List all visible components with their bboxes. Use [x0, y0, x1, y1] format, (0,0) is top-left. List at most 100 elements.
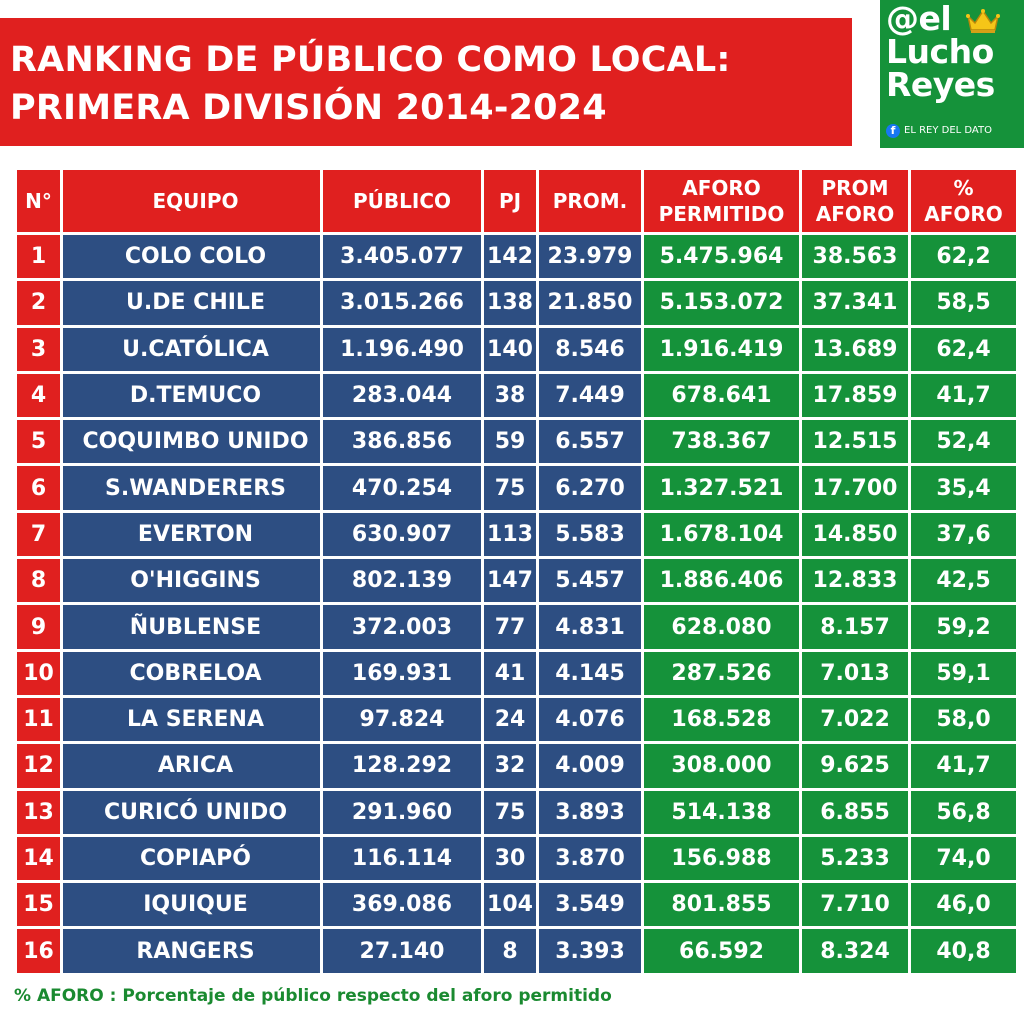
capacity-cell: 628.080	[644, 605, 799, 649]
capacity-cell: 1.886.406	[644, 559, 799, 603]
header-team: EQUIPO	[63, 170, 320, 232]
avg-capacity-cell: 17.700	[802, 466, 908, 510]
header-pct: % AFORO	[911, 170, 1016, 232]
team-cell: LA SERENA	[63, 697, 320, 742]
capacity-cell: 66.592	[644, 929, 799, 973]
table-row: 1 COLO COLO 3.405.077 142 23.979 5.475.964 38.…	[17, 235, 1016, 279]
pct-cell: 58,5	[911, 281, 1016, 325]
pj-cell: 24	[484, 697, 536, 742]
rank-cell: 10	[17, 651, 60, 695]
public-cell: 116.114	[323, 836, 481, 881]
team-cell: ARICA	[63, 744, 320, 788]
capacity-cell: 678.641	[644, 373, 799, 418]
rank-cell: 2	[17, 281, 60, 325]
table-row: 9 ÑUBLENSE 372.003 77 4.831 628.080 8.157 59,2	[17, 605, 1016, 649]
pct-cell: 56,8	[911, 790, 1016, 834]
avg-capacity-cell: 13.689	[802, 327, 908, 371]
table-row: 16 RANGERS 27.140 8 3.393 66.592 8.324 40,8	[17, 929, 1016, 973]
pj-cell: 142	[484, 235, 536, 279]
pj-cell: 41	[484, 651, 536, 695]
team-cell: COPIAPÓ	[63, 836, 320, 881]
public-cell: 97.824	[323, 697, 481, 742]
crown-icon	[966, 9, 1000, 33]
pct-cell: 52,4	[911, 420, 1016, 464]
capacity-cell: 308.000	[644, 744, 799, 788]
avg-capacity-cell: 7.022	[802, 697, 908, 742]
team-cell: CURICÓ UNIDO	[63, 790, 320, 834]
team-cell: ÑUBLENSE	[63, 605, 320, 649]
avg-cell: 5.583	[539, 512, 641, 557]
header-pct-line-2: AFORO	[924, 202, 1003, 226]
avg-capacity-cell: 5.233	[802, 836, 908, 881]
table-header-row: N° EQUIPO PÚBLICO PJ PROM. AFORO PERMITI…	[17, 170, 1016, 232]
team-cell: COQUIMBO UNIDO	[63, 420, 320, 464]
avg-capacity-cell: 38.563	[802, 235, 908, 279]
avg-capacity-cell: 6.855	[802, 790, 908, 834]
rank-cell: 6	[17, 466, 60, 510]
public-cell: 372.003	[323, 605, 481, 649]
rank-cell: 15	[17, 883, 60, 927]
avg-cell: 8.546	[539, 327, 641, 371]
capacity-cell: 168.528	[644, 697, 799, 742]
brand-logo: @el Lucho Reyes f EL REY DEL DATO	[880, 0, 1024, 148]
team-cell: U.CATÓLICA	[63, 327, 320, 371]
team-cell: U.DE CHILE	[63, 281, 320, 325]
pct-cell: 37,6	[911, 512, 1016, 557]
avg-capacity-cell: 12.833	[802, 559, 908, 603]
facebook-icon: f	[886, 124, 900, 138]
table-row: 6 S.WANDERERS 470.254 75 6.270 1.327.521 17.70…	[17, 466, 1016, 510]
pct-cell: 74,0	[911, 836, 1016, 881]
rank-cell: 14	[17, 836, 60, 881]
team-cell: EVERTON	[63, 512, 320, 557]
header-public: PÚBLICO	[323, 170, 481, 232]
avg-cell: 4.831	[539, 605, 641, 649]
ranking-table: N° EQUIPO PÚBLICO PJ PROM. AFORO PERMITI…	[14, 167, 1019, 976]
capacity-cell: 1.678.104	[644, 512, 799, 557]
capacity-cell: 801.855	[644, 883, 799, 927]
header-avg: PROM.	[539, 170, 641, 232]
header-capacity-line-1: AFORO	[682, 176, 761, 200]
table-row: 3 U.CATÓLICA 1.196.490 140 8.546 1.916.419 13.…	[17, 327, 1016, 371]
avg-cell: 4.009	[539, 744, 641, 788]
title-line-1: RANKING DE PÚBLICO COMO LOCAL:	[10, 40, 731, 80]
avg-capacity-cell: 37.341	[802, 281, 908, 325]
pct-cell: 62,4	[911, 327, 1016, 371]
capacity-cell: 5.153.072	[644, 281, 799, 325]
rank-cell: 5	[17, 420, 60, 464]
pct-cell: 41,7	[911, 373, 1016, 418]
public-cell: 386.856	[323, 420, 481, 464]
avg-cell: 5.457	[539, 559, 641, 603]
capacity-cell: 1.916.419	[644, 327, 799, 371]
pj-cell: 113	[484, 512, 536, 557]
public-cell: 3.015.266	[323, 281, 481, 325]
team-cell: D.TEMUCO	[63, 373, 320, 418]
logo-line-3: Reyes	[886, 65, 995, 104]
pj-cell: 140	[484, 327, 536, 371]
pj-cell: 75	[484, 466, 536, 510]
avg-cell: 21.850	[539, 281, 641, 325]
pct-cell: 58,0	[911, 697, 1016, 742]
pj-cell: 138	[484, 281, 536, 325]
pct-cell: 62,2	[911, 235, 1016, 279]
avg-cell: 6.557	[539, 420, 641, 464]
avg-capacity-cell: 8.324	[802, 929, 908, 973]
rank-cell: 7	[17, 512, 60, 557]
avg-capacity-cell: 14.850	[802, 512, 908, 557]
team-cell: IQUIQUE	[63, 883, 320, 927]
avg-cell: 4.076	[539, 697, 641, 742]
logo-tagline: EL REY DEL DATO	[904, 125, 992, 136]
capacity-cell: 287.526	[644, 651, 799, 695]
pct-cell: 59,1	[911, 651, 1016, 695]
public-cell: 470.254	[323, 466, 481, 510]
table-row: 5 COQUIMBO UNIDO 386.856 59 6.557 738.367 12.5…	[17, 420, 1016, 464]
pj-cell: 8	[484, 929, 536, 973]
avg-cell: 23.979	[539, 235, 641, 279]
pct-cell: 46,0	[911, 883, 1016, 927]
header-avg-capacity-line-1: PROM	[821, 176, 889, 200]
rank-cell: 1	[17, 235, 60, 279]
avg-capacity-cell: 8.157	[802, 605, 908, 649]
title-line-2: PRIMERA DIVISIÓN 2014-2024	[10, 88, 607, 128]
team-cell: RANGERS	[63, 929, 320, 973]
pct-cell: 35,4	[911, 466, 1016, 510]
header-avg-capacity-line-2: AFORO	[815, 202, 895, 226]
